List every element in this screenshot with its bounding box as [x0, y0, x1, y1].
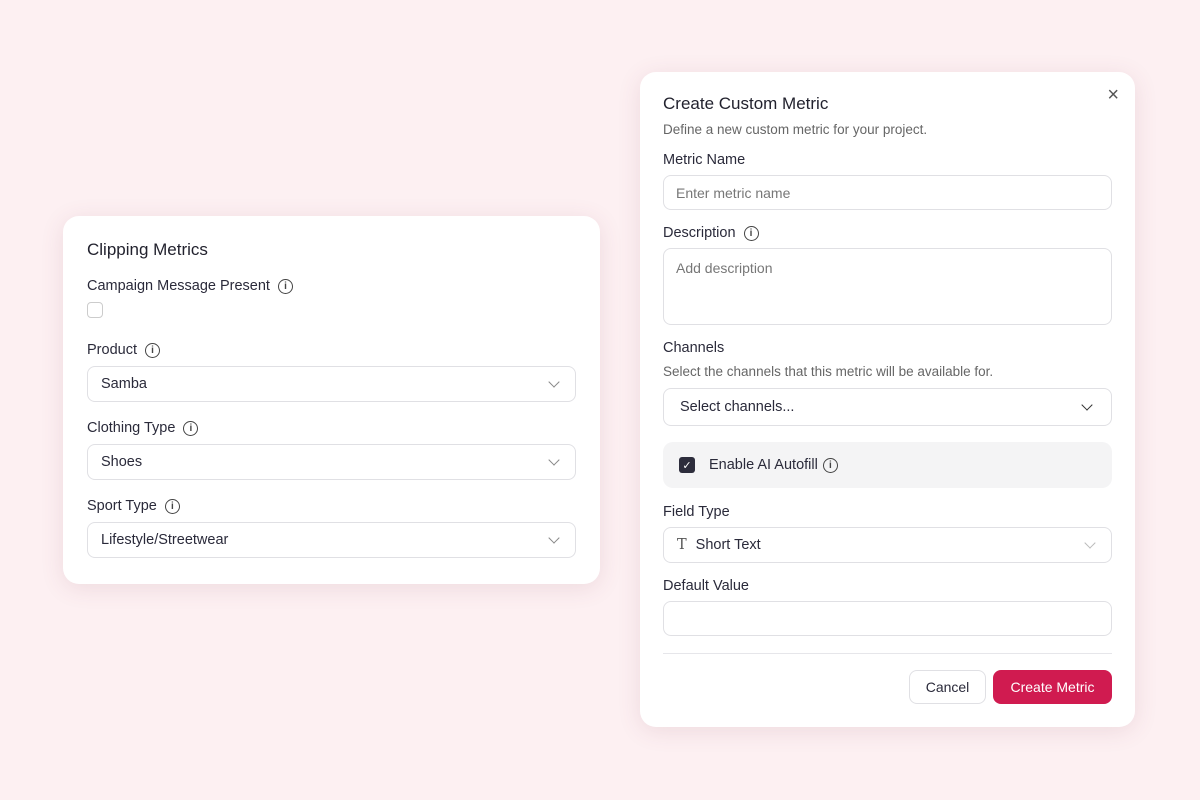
- info-icon: i: [164, 498, 180, 514]
- ai-autofill-row: ✓ Enable AI Autofill i: [663, 442, 1112, 488]
- campaign-label: Campaign Message Present: [87, 278, 270, 294]
- default-value-input[interactable]: [663, 601, 1112, 636]
- cancel-button[interactable]: Cancel: [909, 670, 986, 704]
- chevron-down-icon: [1081, 399, 1093, 411]
- create-metric-button[interactable]: Create Metric: [993, 670, 1112, 704]
- dialog-subtitle: Define a new custom metric for your proj…: [663, 122, 928, 137]
- chevron-down-icon: [1084, 537, 1096, 549]
- sport-type-label: Sport Type: [87, 498, 157, 514]
- close-icon[interactable]: ×: [1107, 84, 1119, 106]
- product-select[interactable]: Samba: [87, 366, 576, 402]
- text-type-icon: T: [677, 537, 687, 553]
- info-icon: i: [183, 420, 199, 436]
- sport-type-select[interactable]: Lifestyle/Streetwear: [87, 522, 576, 558]
- dialog-title: Create Custom Metric: [663, 94, 829, 113]
- clothing-type-label: Clothing Type: [87, 420, 176, 436]
- product-label: Product: [87, 342, 137, 358]
- campaign-checkbox[interactable]: [87, 302, 103, 318]
- metric-name-label: Metric Name: [663, 152, 746, 168]
- clipping-metrics-card: Clipping Metrics Campaign Message Presen…: [63, 216, 600, 584]
- clothing-type-select[interactable]: Shoes: [87, 444, 576, 480]
- info-icon: i: [277, 278, 293, 294]
- card-title: Clipping Metrics: [87, 240, 208, 259]
- info-icon: i: [743, 225, 759, 241]
- create-metric-dialog: × Create Custom Metric Define a new cust…: [640, 72, 1135, 727]
- chevron-down-icon: [548, 454, 560, 466]
- channels-label: Channels: [663, 340, 725, 356]
- info-icon: i: [822, 457, 838, 473]
- chevron-down-icon: [548, 532, 560, 544]
- channels-select[interactable]: Select channels...: [663, 388, 1112, 426]
- ai-autofill-checkbox[interactable]: ✓: [679, 457, 695, 473]
- default-value-label: Default Value: [663, 578, 749, 594]
- info-icon: i: [144, 342, 160, 358]
- ai-autofill-label: Enable AI Autofill: [709, 457, 818, 473]
- metric-name-input[interactable]: Enter metric name: [663, 175, 1112, 210]
- channels-help: Select the channels that this metric wil…: [663, 364, 994, 379]
- description-label: Description: [663, 225, 736, 241]
- description-textarea[interactable]: Add description: [663, 248, 1112, 325]
- field-type-label: Field Type: [663, 504, 730, 520]
- field-type-select[interactable]: T Short Text: [663, 527, 1112, 563]
- chevron-down-icon: [548, 376, 560, 388]
- divider: [663, 653, 1112, 654]
